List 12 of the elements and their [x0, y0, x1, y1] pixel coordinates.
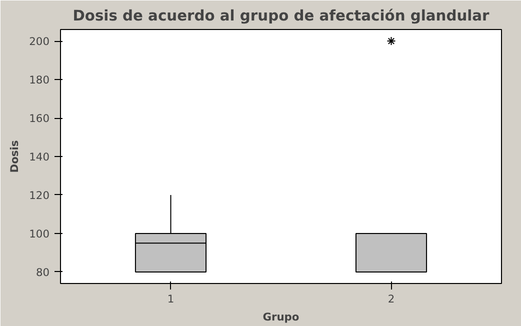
y-tick-label: 160 — [29, 112, 50, 126]
x-tick-label: 1 — [167, 292, 174, 306]
x-tick-label: 2 — [388, 292, 395, 306]
y-axis-title: Dosis — [8, 140, 22, 173]
y-tick-label: 140 — [29, 150, 50, 164]
y-tick-label: 100 — [29, 227, 50, 240]
y-tick-label: 200 — [29, 35, 50, 48]
y-tick-label: 80 — [36, 266, 50, 279]
chart-title: Dosis de acuerdo al grupo de afectación glandular — [72, 8, 490, 24]
y-tick-label: 120 — [29, 188, 50, 202]
y-tick-label: 180 — [29, 74, 50, 87]
x-axis-title: Grupo — [262, 310, 300, 324]
